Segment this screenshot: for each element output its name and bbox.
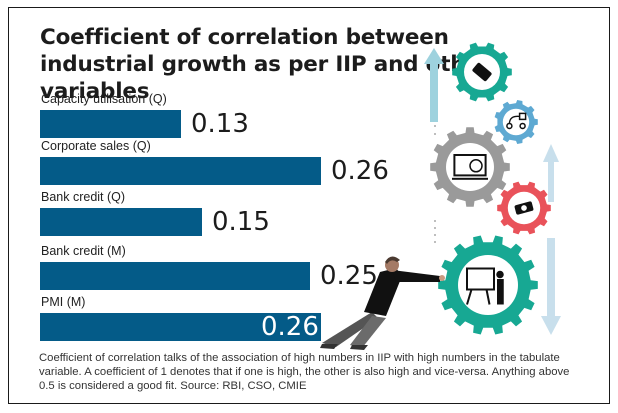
- value-label: 0.25: [320, 261, 378, 291]
- bar: [40, 157, 321, 185]
- value-label: 0.26: [261, 312, 319, 342]
- gear-icon: [497, 181, 551, 235]
- chart-title: Coefficient of correlation between indus…: [40, 25, 491, 104]
- dotted-line: [434, 125, 436, 243]
- footnote: Coefficient of correlation talks of the …: [39, 352, 570, 392]
- bar: [40, 208, 202, 236]
- category-label: Capacity utilisation (Q): [41, 92, 167, 106]
- gear-icon: [430, 127, 510, 207]
- category-label: Bank credit (Q): [41, 190, 126, 204]
- up-arrow-icon: [424, 48, 444, 122]
- category-label: PMI (M): [41, 295, 86, 309]
- category-label: Bank credit (M): [41, 244, 126, 258]
- value-label: 0.26: [331, 156, 389, 186]
- presentation-icon: [466, 267, 504, 305]
- analytics-monitor-icon: [452, 154, 488, 180]
- workflow-icon: [506, 112, 527, 130]
- value-label: 0.13: [191, 109, 249, 139]
- gear-icon: [438, 235, 538, 335]
- down-arrow-icon: [541, 238, 561, 335]
- bar: [40, 110, 181, 138]
- gear-icon: [452, 42, 512, 102]
- price-tag-icon: [472, 62, 492, 82]
- up-arrow-small-icon: [543, 144, 559, 202]
- gear-icon: [494, 100, 538, 144]
- man-pushing-illustration: [320, 256, 445, 350]
- cash-icon: [514, 201, 534, 215]
- bar: [40, 262, 310, 290]
- bar: [40, 313, 321, 341]
- value-label: 0.15: [212, 207, 270, 237]
- category-label: Corporate sales (Q): [41, 139, 151, 153]
